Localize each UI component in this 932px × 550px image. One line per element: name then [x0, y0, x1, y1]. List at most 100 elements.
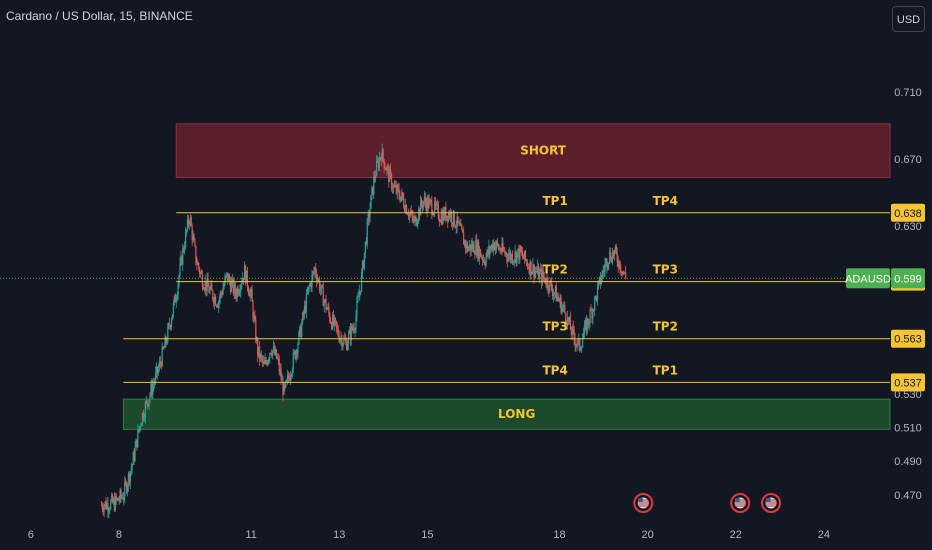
candle-body	[317, 279, 319, 282]
candle-body	[615, 246, 617, 253]
candle-body	[348, 329, 351, 334]
candle-body	[249, 292, 251, 297]
candle-body	[110, 500, 112, 510]
price-axis[interactable]: 0.7500.7100.6700.6300.5300.5100.4900.470…	[845, 20, 925, 502]
candle-body	[482, 259, 484, 261]
candle-body	[113, 498, 116, 511]
candle-body	[247, 287, 249, 293]
candle-body	[413, 219, 415, 222]
time-axis[interactable]: 6 8 11 13 15 18 20 22 24	[28, 529, 830, 541]
candle-body	[599, 276, 601, 285]
candle-body	[204, 281, 206, 290]
candle-body	[474, 253, 476, 255]
candle-body	[511, 254, 513, 263]
candle-body	[592, 309, 594, 319]
candle-body	[465, 243, 468, 249]
candle-body	[457, 216, 459, 223]
candle-body	[394, 185, 396, 187]
candle-body	[214, 296, 216, 304]
candle-body	[449, 212, 451, 218]
candle-body	[572, 326, 574, 330]
candle-body	[548, 288, 550, 292]
candle-body	[558, 299, 560, 302]
candle-body	[361, 261, 364, 273]
candle-body	[570, 329, 572, 336]
level-tag-left-1: TP1	[542, 194, 567, 208]
candle-body	[326, 308, 328, 310]
candle-body	[556, 296, 558, 302]
candle-body	[475, 240, 477, 255]
level-price-tag-text-1: 0.638	[894, 208, 922, 220]
event-flag-canton	[735, 498, 740, 503]
candle-body	[253, 315, 255, 319]
time-tick-label: 6	[28, 529, 34, 541]
candle-body	[404, 207, 406, 212]
candle-body	[595, 295, 597, 298]
candle-body	[555, 286, 557, 302]
candle-body	[387, 166, 389, 168]
candle-body	[519, 246, 521, 260]
candle-body	[292, 352, 294, 370]
candle-body	[506, 252, 508, 258]
candle-body	[614, 246, 616, 251]
candle-body	[607, 264, 609, 268]
candle-body	[586, 318, 588, 333]
candle-body	[169, 323, 171, 326]
candle-body	[553, 292, 556, 294]
candle-body	[581, 339, 584, 348]
candle-body	[205, 281, 207, 291]
candle-body	[140, 423, 143, 426]
candles-layer	[100, 143, 627, 519]
candle-body	[305, 293, 307, 313]
symbol-tag	[846, 268, 890, 289]
candle-body	[129, 471, 131, 483]
candle-body	[408, 212, 410, 217]
candle-body	[610, 252, 612, 261]
candle-body	[346, 341, 348, 350]
candle-body	[569, 317, 572, 330]
candle-body	[437, 205, 439, 219]
candle-body	[403, 198, 405, 208]
candle-body	[223, 284, 225, 289]
candle-body	[458, 222, 460, 224]
candle-body	[173, 295, 175, 303]
candle-body	[464, 240, 467, 249]
candle-body	[397, 185, 399, 189]
candle-body	[227, 272, 229, 282]
candle-body	[111, 495, 114, 503]
candle-body	[581, 347, 583, 349]
candle-body	[564, 305, 566, 313]
zone-long	[122, 398, 891, 430]
candle-body	[494, 246, 497, 251]
candle-body	[300, 326, 302, 337]
candle-body	[582, 333, 585, 340]
candle-body	[585, 320, 587, 333]
candle-body	[299, 326, 301, 332]
candle-body	[258, 346, 261, 360]
candle-body	[174, 295, 176, 303]
candle-body	[248, 292, 250, 297]
candle-body	[424, 197, 426, 203]
candle-body	[208, 286, 210, 293]
candle-body	[125, 482, 127, 484]
candle-body	[596, 295, 598, 301]
candle-body	[296, 350, 298, 354]
candle-body	[584, 320, 586, 325]
time-tick-label: 13	[333, 529, 345, 541]
candle-body	[261, 357, 263, 362]
candle-body	[618, 260, 620, 268]
candle-body	[431, 201, 433, 215]
candle-body	[442, 210, 444, 224]
candle-body	[398, 188, 400, 197]
candle-body	[269, 353, 271, 359]
candle-body	[438, 218, 440, 222]
candle-body	[480, 256, 483, 258]
candle-body	[456, 216, 458, 227]
currency-button[interactable]: USD	[892, 6, 925, 32]
candle-body	[499, 248, 501, 252]
candle-body	[450, 212, 453, 223]
candle-body	[124, 482, 126, 498]
candle-body	[478, 249, 481, 260]
candle-body	[186, 218, 189, 231]
